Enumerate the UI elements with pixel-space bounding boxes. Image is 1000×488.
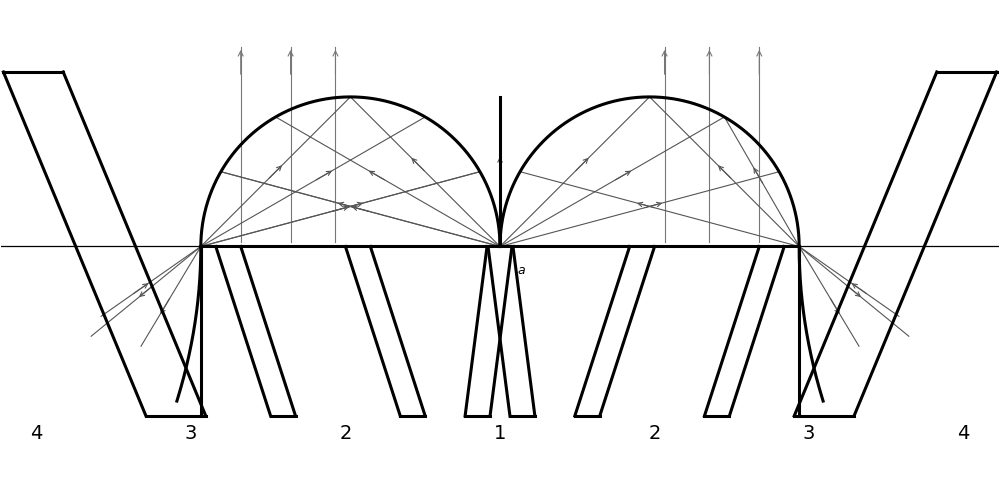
Text: 4: 4 xyxy=(30,425,42,444)
Text: 4: 4 xyxy=(958,425,970,444)
Text: a: a xyxy=(518,264,526,278)
Text: 3: 3 xyxy=(803,425,815,444)
Text: 2: 2 xyxy=(339,425,352,444)
Text: 1: 1 xyxy=(494,425,506,444)
Text: 2: 2 xyxy=(648,425,661,444)
Text: 3: 3 xyxy=(185,425,197,444)
